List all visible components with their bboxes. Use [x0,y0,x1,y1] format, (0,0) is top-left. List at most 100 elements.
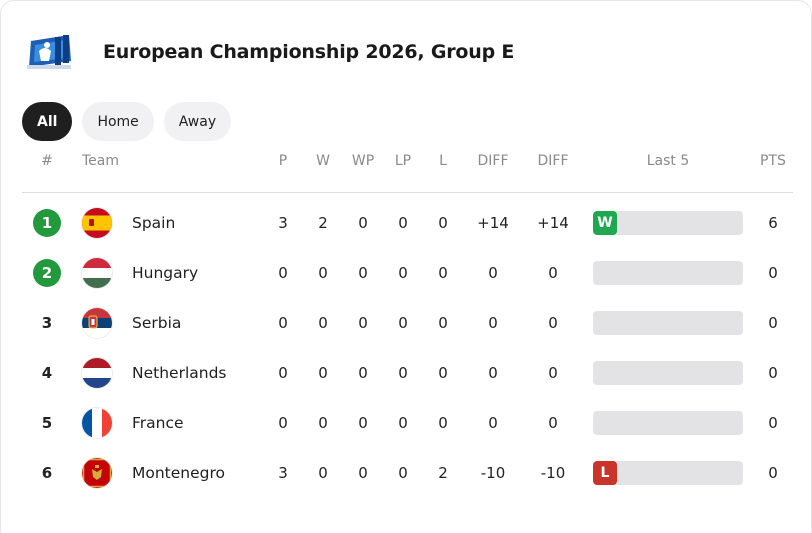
losses: 2 [438,464,448,482]
diff-2: +14 [537,214,569,232]
diff-2: 0 [548,364,558,382]
losses-penalties: 0 [398,264,408,282]
wins: 0 [318,264,328,282]
position-badge: 3 [41,314,53,332]
points: 6 [768,214,778,232]
position-badge: 5 [41,414,53,432]
losses: 0 [438,364,448,382]
team-name[interactable]: Spain [132,214,176,232]
filter-away[interactable]: Away [163,102,232,141]
team-name[interactable]: Netherlands [132,364,227,382]
diff-1: 0 [488,314,498,332]
col-team: Team [82,153,120,169]
wins-penalties: 0 [358,464,368,482]
page-title: European Championship 2026, Group E [103,41,515,63]
wins: 2 [318,214,328,232]
spain-flag-icon [82,208,112,238]
diff-2: 0 [548,414,558,432]
col-lp: LP [394,153,412,169]
standings-table: # Team P W WP LP L DIFF DIFF Last 5 PTS … [22,141,793,498]
filter-tabs: All Home Away [22,102,232,141]
result-badge[interactable]: W [593,211,617,235]
points: 0 [768,364,778,382]
filter-all[interactable]: All [22,102,73,141]
played: 0 [278,364,288,382]
last-five-bar [593,261,743,285]
table-body: 1 Spain 3 2 0 0 0 +14 +14 W 6 2 [22,193,793,498]
col-pts: PTS [760,153,786,169]
diff-1: -10 [480,464,506,482]
played: 3 [278,464,288,482]
diff-1: +14 [477,214,509,232]
table-header: # Team P W WP LP L DIFF DIFF Last 5 PTS [22,141,793,193]
losses: 0 [438,314,448,332]
col-p: P [278,153,288,169]
last-five-bar [593,311,743,335]
wins: 0 [318,314,328,332]
team-name[interactable]: Montenegro [132,464,226,482]
losses-penalties: 0 [398,414,408,432]
wins-penalties: 0 [358,414,368,432]
team-name[interactable]: France [132,414,184,432]
table-row[interactable]: 4 Netherlands 0 0 0 0 0 0 0 0 [22,348,793,398]
result-badge[interactable]: L [593,461,617,485]
table-row[interactable]: 1 Spain 3 2 0 0 0 +14 +14 W 6 [22,198,793,248]
netherlands-flag-icon [82,358,112,388]
diff-1: 0 [488,414,498,432]
position-badge: 2 [33,259,61,287]
played: 0 [278,264,288,282]
team-name[interactable]: Hungary [132,264,199,282]
hungary-flag-icon [82,258,112,288]
diff-2: 0 [548,314,558,332]
played: 3 [278,214,288,232]
played: 0 [278,414,288,432]
last-five-bar: L [593,461,743,485]
last-five-bar: W [593,211,743,235]
wins-penalties: 0 [358,214,368,232]
table-row[interactable]: 3 Serbia 0 0 0 0 0 0 0 0 [22,298,793,348]
diff-2: -10 [540,464,566,482]
wins-penalties: 0 [358,314,368,332]
losses-penalties: 0 [398,314,408,332]
position-badge: 4 [41,364,53,382]
team-name[interactable]: Serbia [132,314,182,332]
table-row[interactable]: 2 Hungary 0 0 0 0 0 0 0 0 [22,248,793,298]
diff-2: 0 [548,264,558,282]
col-w: W [316,153,330,169]
points: 0 [768,314,778,332]
losses-penalties: 0 [398,214,408,232]
wins: 0 [318,364,328,382]
played: 0 [278,314,288,332]
filter-home[interactable]: Home [82,102,154,141]
losses-penalties: 0 [398,464,408,482]
serbia-flag-icon [82,308,112,338]
wins: 0 [318,464,328,482]
position-badge: 1 [33,209,61,237]
diff-1: 0 [488,364,498,382]
diff-1: 0 [488,264,498,282]
losses-penalties: 0 [398,364,408,382]
points: 0 [768,414,778,432]
tournament-logo-icon [25,31,77,73]
col-diff1: DIFF [477,153,509,169]
last-five-bar [593,411,743,435]
losses: 0 [438,414,448,432]
table-row[interactable]: 5 France 0 0 0 0 0 0 0 0 [22,398,793,448]
losses: 0 [438,264,448,282]
col-last5: Last 5 [646,153,690,169]
col-diff2: DIFF [537,153,569,169]
header: European Championship 2026, Group E [25,31,514,73]
col-pos: # [41,153,53,169]
losses: 0 [438,214,448,232]
wins-penalties: 0 [358,264,368,282]
wins-penalties: 0 [358,364,368,382]
table-row[interactable]: 6 Montenegro 3 0 0 0 2 -10 -10 L 0 [22,448,793,498]
france-flag-icon [82,408,112,438]
montenegro-flag-icon [82,458,112,488]
col-l: L [439,153,447,169]
points: 0 [768,264,778,282]
position-badge: 6 [41,464,53,482]
wins: 0 [318,414,328,432]
col-wp: WP [351,153,375,169]
